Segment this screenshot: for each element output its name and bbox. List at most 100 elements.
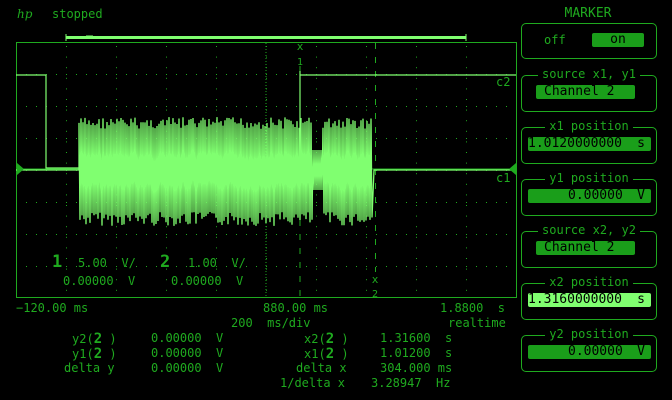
x2-position-box: x2 position 1.3160000000 s bbox=[521, 275, 657, 320]
x1-position-input[interactable]: 1.0120000000 s bbox=[528, 137, 651, 151]
grid-dot bbox=[466, 202, 467, 203]
grid-dot bbox=[116, 109, 117, 111]
grid-dot bbox=[66, 226, 67, 228]
grid-dot bbox=[506, 234, 507, 235]
source-x1y1-select[interactable]: Channel 2 bbox=[536, 85, 635, 99]
grid-dot bbox=[466, 109, 467, 111]
grid-dot bbox=[486, 138, 487, 139]
grid-dot bbox=[396, 202, 397, 203]
grid-dot bbox=[116, 99, 117, 100]
grid-dot bbox=[36, 234, 37, 235]
y2-position-input[interactable]: 0.00000 V bbox=[528, 345, 651, 359]
grid-dot bbox=[416, 173, 417, 175]
grid-dot bbox=[466, 173, 467, 175]
grid-dot bbox=[396, 266, 397, 267]
grid-dot bbox=[466, 234, 467, 235]
grid-dot bbox=[366, 120, 367, 122]
grid-dot bbox=[66, 215, 67, 217]
grid-dot bbox=[166, 77, 167, 79]
y-marker-handle[interactable] bbox=[509, 163, 516, 175]
grid-dot bbox=[366, 258, 367, 259]
acquisition-mode: realtime bbox=[448, 316, 506, 330]
grid-dot bbox=[416, 194, 417, 196]
grid-dot bbox=[186, 106, 187, 107]
grid-dot bbox=[316, 289, 317, 291]
grid-dot bbox=[66, 268, 67, 270]
grid-dot bbox=[446, 266, 447, 267]
grid-dot bbox=[296, 106, 297, 107]
grid-dot bbox=[276, 74, 277, 75]
grid-dot bbox=[216, 74, 217, 75]
grid-dot bbox=[326, 106, 327, 107]
x2-label: x2(2 ) bbox=[304, 331, 349, 347]
y1-position-input[interactable]: 0.00000 V bbox=[528, 189, 651, 203]
grid-dot bbox=[156, 106, 157, 107]
x2-position-input[interactable]: 1.3160000000 s bbox=[528, 293, 651, 307]
marker-on-option[interactable]: on bbox=[592, 33, 644, 47]
grid-dot bbox=[346, 106, 347, 107]
grid-dot bbox=[436, 138, 437, 139]
channel-ground-marker[interactable] bbox=[17, 163, 24, 175]
grid-dot bbox=[166, 236, 167, 238]
grid-dot bbox=[116, 88, 117, 90]
waveform-display[interactable]: x 1 x 2 c2 c1 bbox=[0, 0, 520, 300]
grid-dot bbox=[466, 67, 467, 69]
grid-dot bbox=[376, 202, 377, 203]
delta-x-value: 304.000 ms bbox=[380, 361, 453, 375]
grid-dot bbox=[446, 202, 447, 203]
grid-dot bbox=[216, 289, 217, 291]
grid-dot bbox=[326, 266, 327, 267]
x1-position-label: x1 position bbox=[545, 119, 633, 133]
grid-dot bbox=[206, 234, 207, 235]
grid-dot bbox=[376, 138, 377, 139]
grid-dot bbox=[426, 202, 427, 203]
grid-dot bbox=[416, 46, 417, 47]
grid-dot bbox=[316, 215, 317, 217]
grid-dot bbox=[66, 88, 67, 90]
grid-dot bbox=[306, 266, 307, 267]
grid-dot bbox=[256, 266, 257, 267]
grid-dot bbox=[366, 268, 367, 270]
grid-dot bbox=[196, 266, 197, 267]
grid-dot bbox=[386, 106, 387, 107]
grid-dot bbox=[266, 74, 267, 75]
grid-dot bbox=[466, 183, 467, 185]
grid-dot bbox=[66, 289, 67, 291]
grid-dot bbox=[136, 266, 137, 267]
grid-dot bbox=[216, 67, 217, 69]
grid-dot bbox=[76, 234, 77, 235]
grid-dot bbox=[266, 258, 267, 259]
grid-dot bbox=[196, 74, 197, 75]
grid-dot bbox=[456, 106, 457, 107]
y1-value: 0.00000 V bbox=[151, 346, 224, 360]
grid-dot bbox=[286, 106, 287, 107]
grid-dot bbox=[106, 266, 107, 267]
grid-dot bbox=[416, 202, 417, 203]
grid-dot bbox=[266, 268, 267, 270]
grid-dot bbox=[466, 268, 467, 270]
grid-dot bbox=[476, 138, 477, 139]
grid-dot bbox=[416, 183, 417, 185]
grid-dot bbox=[226, 266, 227, 267]
grid-dot bbox=[426, 138, 427, 139]
grid-dot bbox=[416, 77, 417, 79]
grid-dot bbox=[416, 152, 417, 153]
grid-dot bbox=[366, 234, 367, 235]
grid-dot bbox=[466, 258, 467, 259]
grid-dot bbox=[216, 46, 217, 47]
y1-position-box: y1 position 0.00000 V bbox=[521, 171, 657, 216]
channel-1-label: c1 bbox=[496, 171, 510, 185]
grid-dot bbox=[436, 266, 437, 267]
grid-dot bbox=[466, 247, 467, 249]
source-x2y2-select[interactable]: Channel 2 bbox=[536, 241, 635, 255]
grid-dot bbox=[156, 266, 157, 267]
grid-dot bbox=[66, 258, 67, 259]
grid-dot bbox=[246, 106, 247, 107]
grid-dot bbox=[266, 279, 267, 281]
x2-position-label: x2 position bbox=[545, 275, 633, 289]
y2-value: 0.00000 V bbox=[151, 331, 224, 345]
marker-off-option[interactable]: off bbox=[544, 33, 566, 47]
grid-dot bbox=[406, 138, 407, 139]
grid-dot bbox=[36, 138, 37, 139]
grid-dot bbox=[456, 138, 457, 139]
